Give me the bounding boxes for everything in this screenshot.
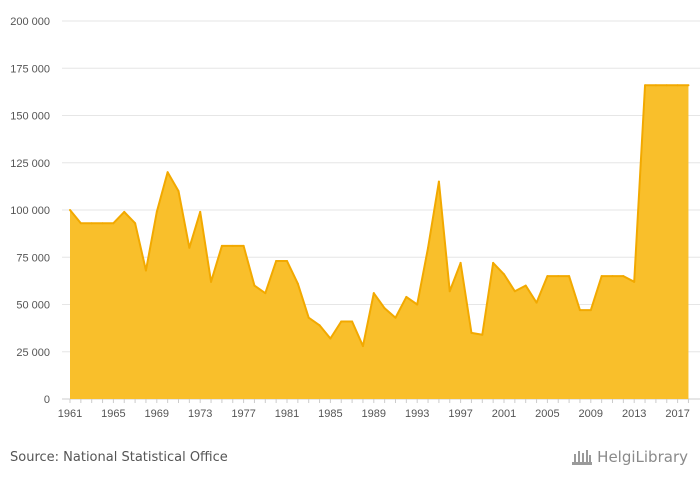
data-point: [470, 331, 473, 334]
x-tick-label: 2009: [579, 408, 603, 420]
chart: 0 25 000 50 000 75 000 100 000 125 000 150 000…: [10, 16, 700, 420]
x-tick-label: 1989: [362, 408, 386, 420]
data-point: [101, 222, 104, 225]
y-tick-label: 100 000: [10, 205, 50, 217]
data-point: [589, 309, 592, 312]
data-point: [492, 261, 495, 264]
data-point: [644, 84, 647, 87]
data-point: [665, 84, 668, 87]
data-point: [123, 210, 126, 213]
x-tick-label: 1969: [145, 408, 169, 420]
data-point: [307, 316, 310, 319]
data-point: [687, 84, 690, 87]
y-tick-label: 0: [44, 394, 50, 406]
data-point: [199, 210, 202, 213]
data-point: [503, 273, 505, 276]
data-point: [416, 303, 419, 306]
data-point: [112, 222, 115, 225]
data-point: [600, 275, 603, 278]
y-tick-label: 200 000: [10, 16, 50, 28]
logo-text: HelgiLibrary: [597, 448, 688, 466]
data-point: [654, 84, 657, 87]
data-point: [90, 222, 93, 225]
data-point: [69, 209, 71, 211]
y-tick-label: 150 000: [10, 111, 50, 123]
data-point: [296, 282, 299, 285]
x-tick-label: 1997: [448, 408, 472, 420]
data-point: [361, 345, 364, 348]
data-point: [242, 244, 245, 247]
helgilibrary-logo: HelgiLibrary: [571, 448, 688, 466]
x-tick-label: 2013: [622, 408, 646, 420]
data-point: [633, 280, 636, 283]
data-point: [79, 222, 82, 225]
data-point: [546, 275, 549, 278]
data-point: [210, 280, 213, 283]
data-point: [351, 320, 354, 323]
data-point: [394, 316, 397, 319]
x-tick-label: 1961: [58, 408, 82, 420]
x-tick-label: 2017: [665, 408, 689, 420]
area-series: [69, 84, 690, 399]
data-point: [253, 284, 256, 287]
data-point: [524, 284, 527, 287]
library-building-icon: [572, 450, 593, 465]
data-point: [557, 275, 560, 278]
data-point: [275, 260, 278, 263]
y-tick-label: 25 000: [16, 347, 50, 359]
data-point: [676, 84, 679, 87]
data-point: [134, 222, 137, 225]
data-point: [177, 190, 180, 193]
data-point: [535, 301, 538, 304]
data-point: [383, 307, 386, 310]
data-point: [372, 292, 375, 295]
y-tick-label: 75 000: [16, 252, 50, 264]
data-point: [448, 290, 451, 293]
series-line: [69, 84, 689, 348]
data-point: [459, 261, 462, 264]
y-tick-label: 50 000: [16, 300, 50, 312]
data-point: [188, 246, 191, 249]
x-tick-label: 1973: [188, 408, 212, 420]
data-point: [318, 324, 321, 327]
data-point: [264, 292, 267, 295]
x-tick-label: 2001: [492, 408, 516, 420]
x-tick-label: 1977: [231, 408, 255, 420]
data-point: [340, 320, 343, 323]
x-tick-label: 2005: [535, 408, 559, 420]
data-point: [231, 244, 234, 247]
data-point: [568, 275, 571, 278]
x-tick-label: 1981: [275, 408, 299, 420]
x-tick-label: 1993: [405, 408, 429, 420]
area-fill: [70, 85, 689, 399]
data-point: [329, 337, 332, 340]
data-point: [578, 309, 581, 312]
data-point: [513, 290, 516, 293]
x-tick-label: 1965: [101, 408, 125, 420]
x-axis: 1961 1965 1969 1973 1977 1981 1985 1989 1993 1997…: [58, 399, 690, 420]
data-point: [166, 171, 169, 174]
data-point: [155, 210, 158, 213]
y-tick-label: 125 000: [10, 158, 50, 170]
y-tick-label: 175 000: [10, 63, 50, 75]
data-point: [286, 260, 288, 263]
data-point: [622, 275, 625, 278]
data-point: [427, 246, 430, 249]
data-point: [220, 244, 223, 247]
data-point: [611, 275, 614, 278]
data-point: [437, 180, 440, 183]
x-tick-label: 1985: [318, 408, 342, 420]
data-point: [481, 333, 484, 336]
source-note: Source: National Statistical Office: [10, 450, 228, 465]
data-point: [144, 269, 147, 272]
y-axis: 0 25 000 50 000 75 000 100 000 125 000 150 000…: [10, 16, 50, 406]
data-point: [405, 295, 408, 298]
